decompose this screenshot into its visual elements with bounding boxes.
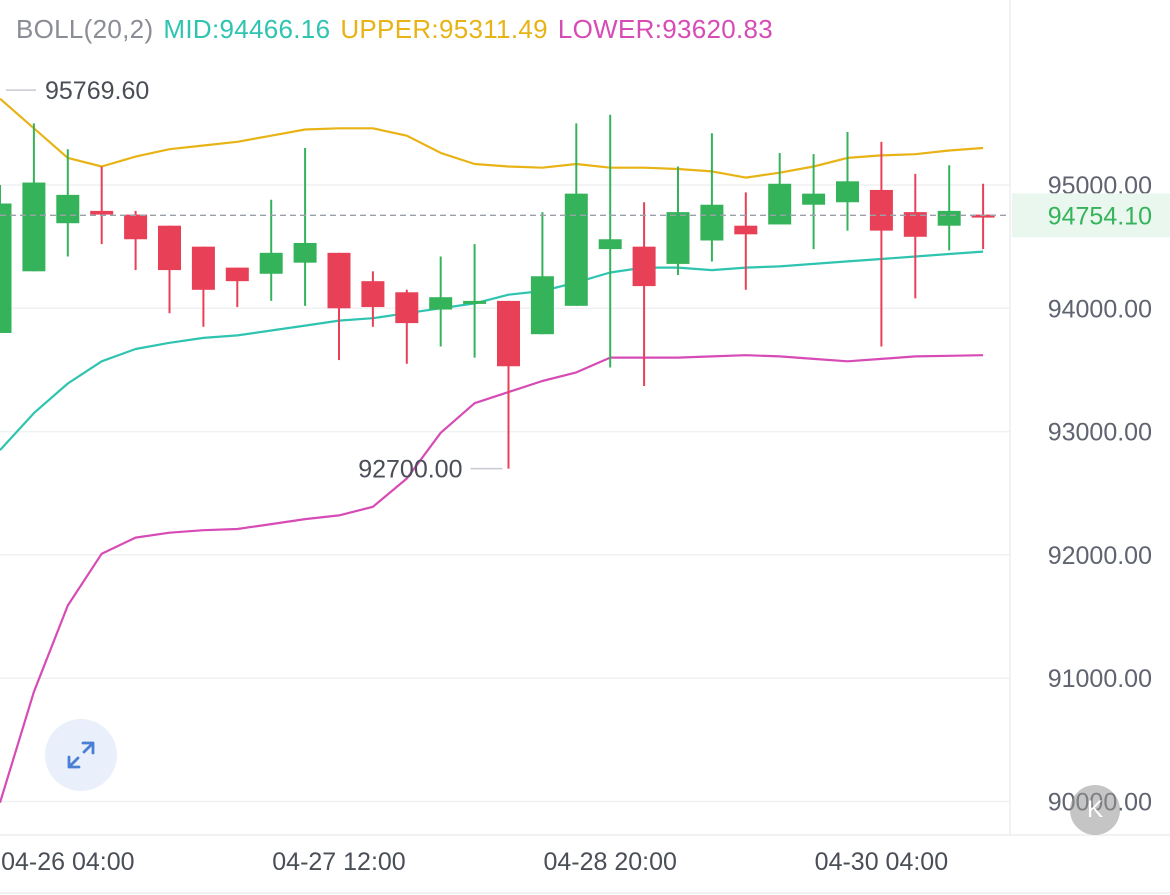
candle-body: [361, 281, 385, 308]
candle-body: [768, 183, 792, 225]
mid-value-label: MID:94466.16: [163, 14, 331, 44]
expand-arrows-icon: [67, 741, 95, 769]
candle-body: [463, 300, 487, 304]
candle-body: [395, 292, 419, 324]
indicator-name: BOLL(20,2): [16, 14, 154, 44]
candle-body: [734, 225, 758, 235]
upper-value-label: UPPER:95311.49: [340, 14, 548, 44]
candle-body: [124, 214, 148, 240]
candle-body: [429, 297, 453, 310]
x-tick-label: 04-26 04:00: [1, 848, 134, 876]
k-line-button[interactable]: K: [1070, 785, 1120, 835]
candle-body: [158, 225, 181, 271]
candle-body: [937, 210, 961, 226]
low-marker-label: 92700.00: [358, 456, 462, 484]
band-line-mid: [0, 250, 984, 451]
candle-body: [0, 203, 12, 333]
candle-body: [971, 214, 995, 218]
gridlines: [0, 184, 1010, 803]
band-line-upper: [0, 97, 984, 179]
candle-body: [90, 210, 114, 215]
candle-body: [530, 276, 554, 335]
candle-body: [22, 182, 46, 272]
band-line-lower: [0, 354, 984, 804]
candle-body: [598, 239, 622, 250]
bollinger-bands: [0, 97, 984, 804]
candle-body: [56, 194, 80, 224]
candle-body: [802, 193, 826, 205]
candle-body: [836, 181, 859, 203]
candle-body: [666, 212, 690, 264]
price-markers: 94754.10 95769.60 92700.00: [0, 77, 1170, 484]
current-price-tag: [1012, 193, 1170, 238]
candlesticks: [0, 114, 995, 469]
y-tick-label: 91000.00: [1048, 665, 1152, 693]
high-marker-label: 95769.60: [45, 77, 149, 105]
y-tick-label: 94000.00: [1048, 295, 1152, 323]
candle-body: [903, 212, 927, 237]
candle-body: [497, 300, 520, 367]
candle-body: [700, 204, 724, 241]
x-tick-label: 04-27 12:00: [272, 848, 405, 876]
candle-body: [327, 252, 351, 309]
x-tick-label: 04-28 20:00: [543, 848, 676, 876]
y-tick-label: 93000.00: [1048, 419, 1152, 447]
candle-body: [564, 193, 588, 306]
candle-body: [869, 189, 893, 231]
x-tick-label: 04-30 04:00: [815, 848, 948, 876]
candle-body: [225, 267, 249, 282]
candle-body: [293, 242, 317, 263]
lower-value-label: LOWER:93620.83: [557, 14, 774, 44]
candle-body: [191, 246, 215, 290]
k-button-label: K: [1086, 796, 1103, 823]
candle-body: [632, 246, 656, 287]
current-price-label: 94754.10: [1048, 202, 1152, 230]
candle-body: [259, 252, 283, 274]
y-tick-label: 92000.00: [1048, 542, 1152, 570]
expand-chart-button[interactable]: [45, 719, 117, 791]
indicator-legend: BOLL(20,2) MID:94466.16 UPPER:95311.49 LOWE…: [16, 14, 783, 45]
